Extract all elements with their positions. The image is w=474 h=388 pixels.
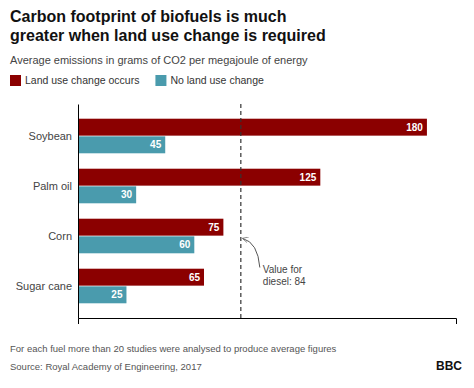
legend-swatch bbox=[10, 75, 21, 86]
annotation-arrow bbox=[243, 239, 260, 268]
title: Carbon footprint of biofuels is much grea… bbox=[10, 8, 326, 44]
bar bbox=[78, 236, 194, 253]
y-axis-line bbox=[78, 105, 79, 319]
y-tick: Palm oil bbox=[33, 180, 78, 192]
bar bbox=[78, 269, 204, 286]
x-axis-line bbox=[79, 319, 457, 325]
data-label: 180 bbox=[406, 122, 423, 133]
legend-label: No land use change bbox=[170, 74, 264, 86]
y-tick: Corn bbox=[48, 230, 78, 242]
reference-line bbox=[240, 104, 241, 318]
y-tick: Sugar cane bbox=[16, 280, 78, 292]
bar bbox=[78, 186, 136, 203]
footnote: For each fuel more than 20 studies were … bbox=[10, 343, 337, 354]
data-label: 65 bbox=[189, 272, 201, 283]
text-line: Carbon footprint of biofuels is much bbox=[10, 8, 286, 25]
bar bbox=[78, 286, 126, 303]
legend-label: Land use change occurs bbox=[25, 74, 139, 86]
y-tick: Soybean bbox=[29, 130, 78, 142]
y-tick-label: Sugar cane bbox=[16, 280, 72, 292]
y-tick-label: Soybean bbox=[29, 130, 72, 142]
annotation: Value fordiesel: 84 bbox=[263, 264, 306, 287]
y-axis: Soybean Palm oil Corn Sugar cane bbox=[16, 105, 79, 319]
bar bbox=[78, 136, 165, 153]
subtitle: Average emissions in grams of CO2 per me… bbox=[10, 54, 308, 66]
text-line: greater when land use change is required bbox=[10, 27, 326, 44]
plot: 180 125 75 65 45 30 60 25 Soybean Palm oil Corn Sug… bbox=[16, 104, 457, 324]
legend-swatch bbox=[155, 75, 166, 86]
data-label: 125 bbox=[300, 172, 317, 183]
bar bbox=[78, 119, 427, 136]
source: Source: Royal Academy of Engineering, 20… bbox=[10, 361, 202, 372]
y-tick-label: Palm oil bbox=[33, 180, 72, 192]
chart: Carbon footprint of biofuels is much grea… bbox=[0, 0, 474, 388]
data-label: 75 bbox=[208, 222, 220, 233]
data-label: 45 bbox=[150, 139, 162, 150]
data-label: 60 bbox=[179, 239, 191, 250]
y-tick-label: Corn bbox=[48, 230, 72, 242]
text-line: diesel: 84 bbox=[263, 276, 306, 287]
text-line: Value for bbox=[263, 264, 303, 275]
legend: Land use change occurs No land use change bbox=[10, 74, 264, 86]
credit: BBC bbox=[436, 359, 462, 373]
x-axis bbox=[79, 319, 457, 325]
bar bbox=[78, 219, 223, 236]
marks bbox=[78, 104, 427, 318]
bar bbox=[78, 169, 320, 186]
data-label: 30 bbox=[121, 189, 133, 200]
data-label: 25 bbox=[111, 289, 123, 300]
